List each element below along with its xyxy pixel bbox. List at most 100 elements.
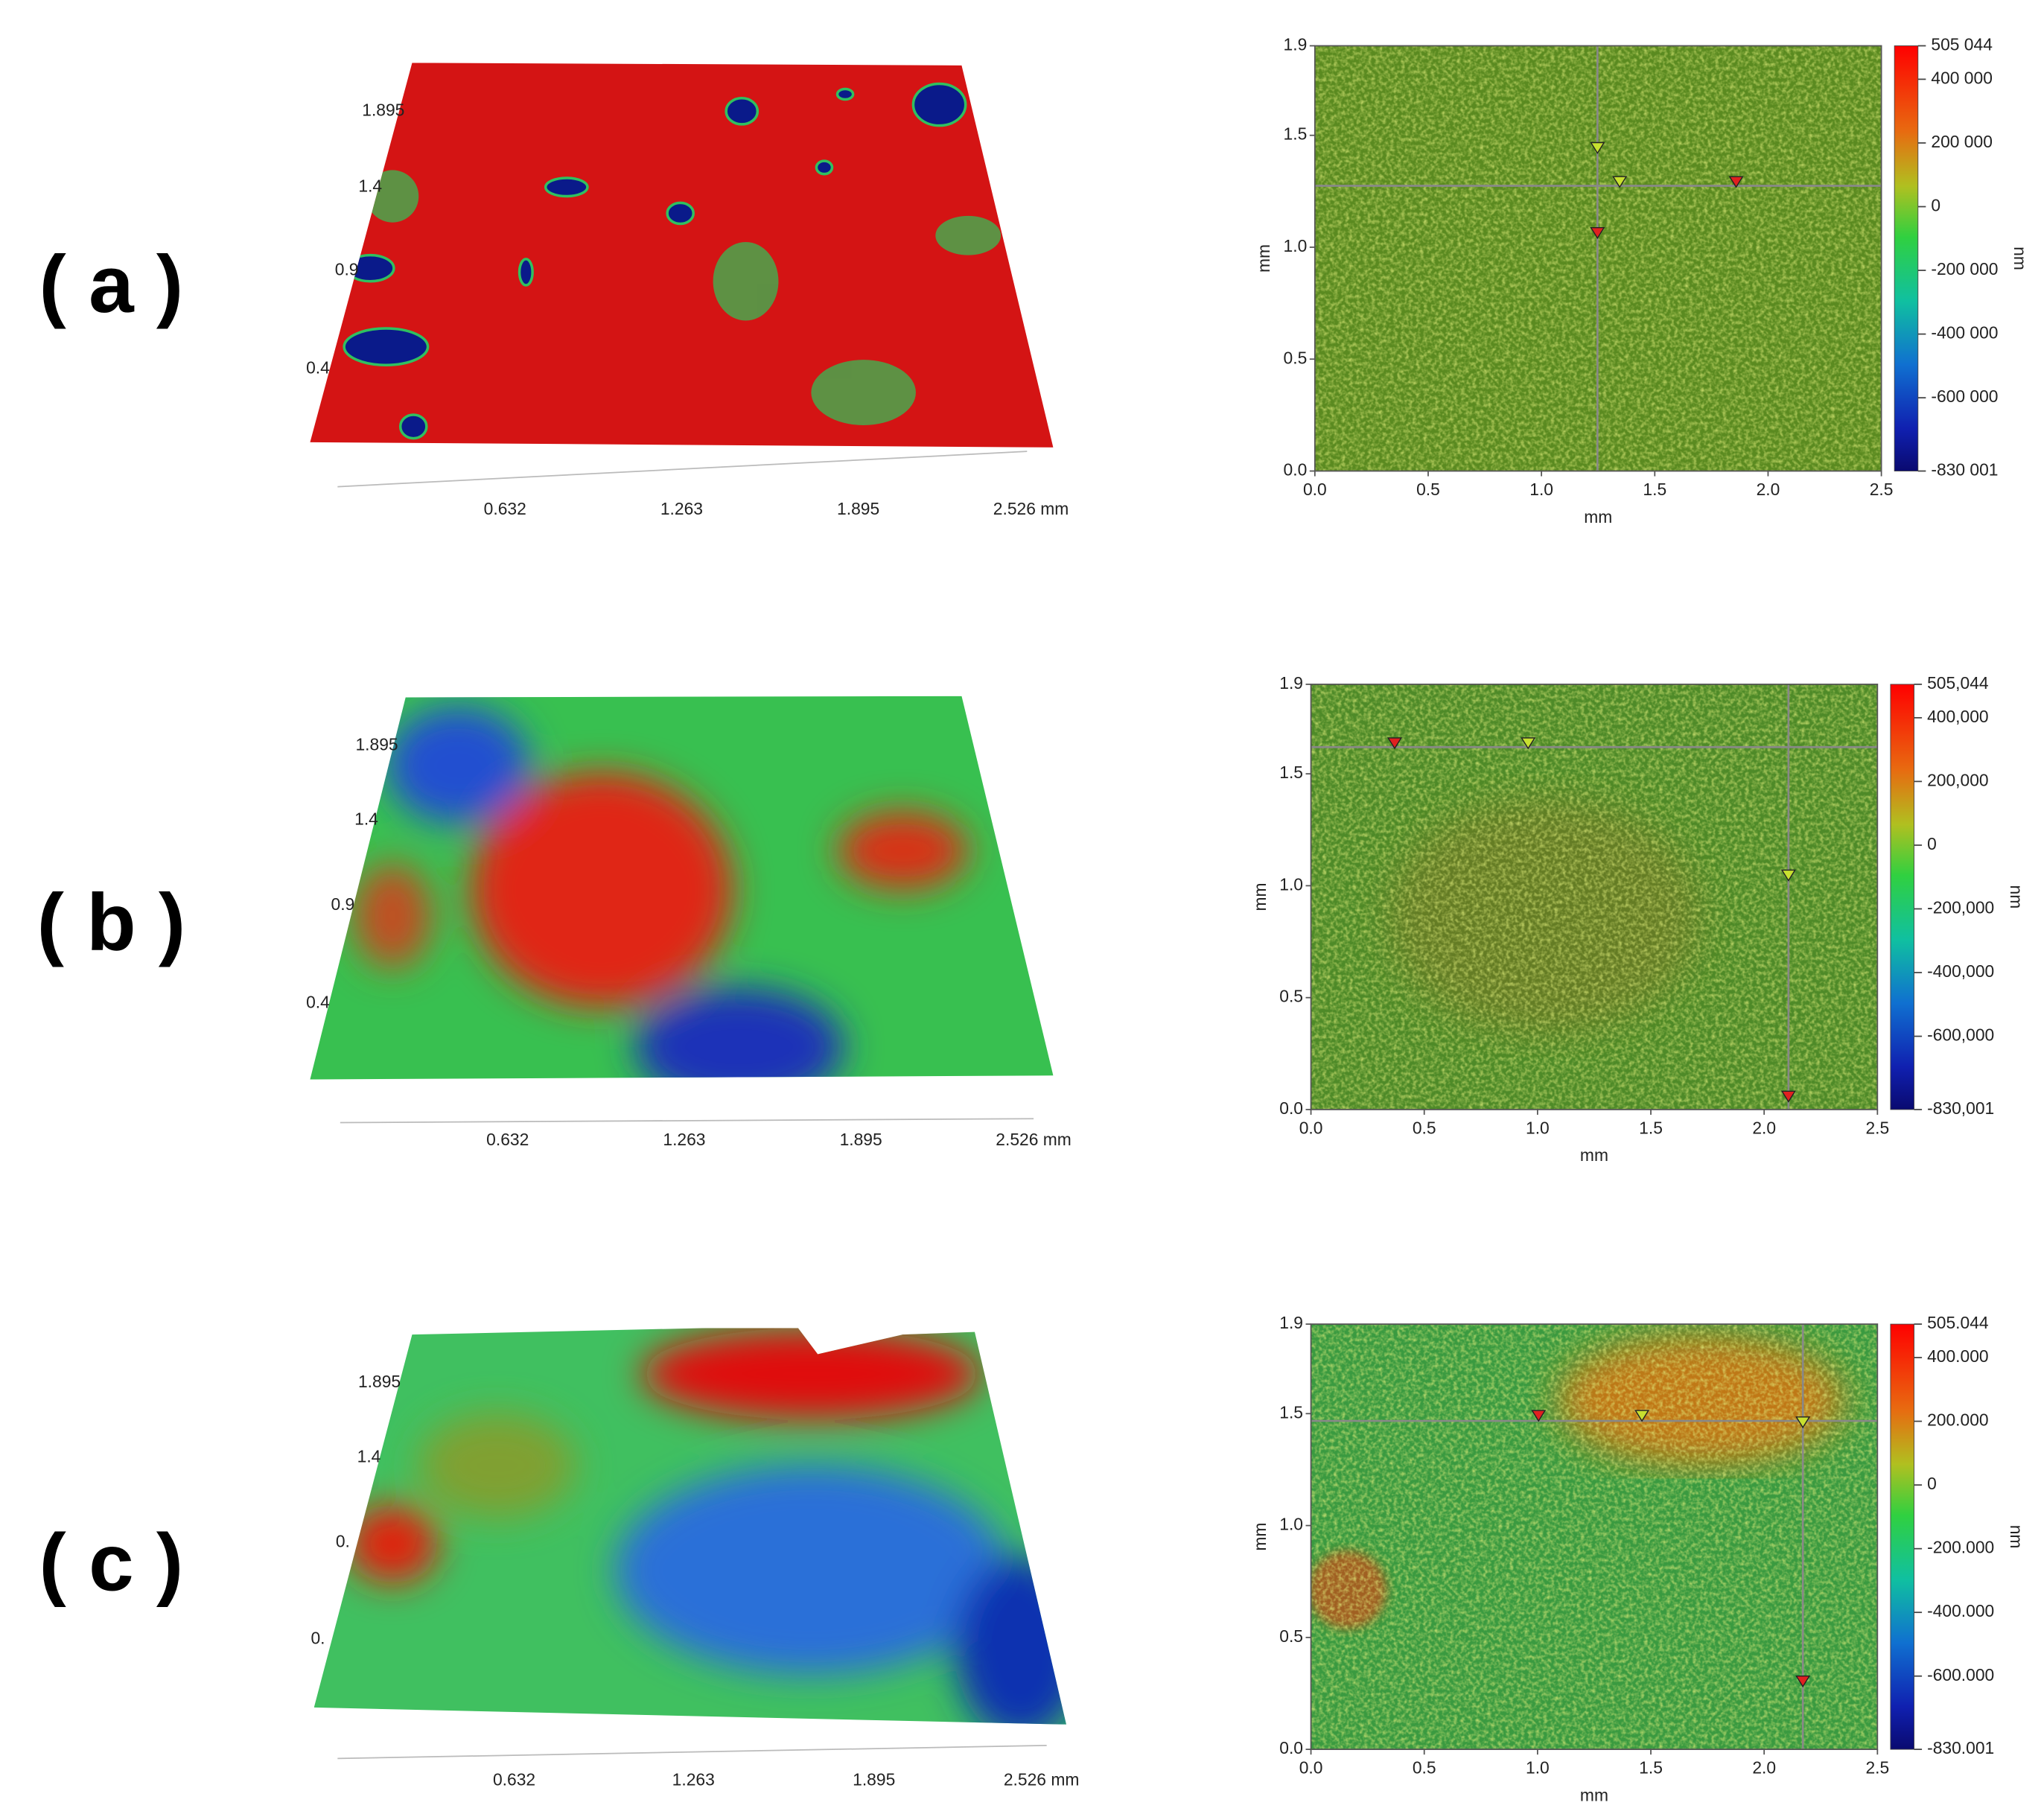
- surface-y-tick: 0.: [311, 1629, 325, 1648]
- surface-y-tick: 1.4: [354, 809, 378, 829]
- surface-x-tick: 0.632: [486, 1130, 529, 1149]
- map-y-tick: 1.5: [1279, 1402, 1303, 1422]
- map-x-tick: 0.0: [1299, 1118, 1323, 1137]
- map-x-tick: 1.0: [1526, 1118, 1550, 1137]
- map-x-tick: 1.5: [1639, 1758, 1663, 1778]
- map-y-tick: 1.9: [1279, 1313, 1303, 1332]
- surface-a: [310, 63, 1054, 448]
- colorbar-label: -830.001: [1927, 1738, 1994, 1757]
- surface-y-tick: 1.895: [362, 100, 404, 119]
- colorbar-label: -830,001: [1927, 1098, 1994, 1118]
- colorbar-label: -600 000: [1931, 386, 1998, 406]
- map-x-label: mm: [1580, 1785, 1608, 1804]
- map-y-tick: 0.0: [1279, 1738, 1303, 1757]
- colorbar-label: 505 044: [1931, 35, 1993, 54]
- floor-grids: [337, 451, 1047, 1760]
- colorbar: [1894, 45, 1919, 471]
- map-x-tick: 1.5: [1643, 480, 1666, 499]
- map-x-tick: 2.0: [1752, 1758, 1776, 1778]
- surface-y-tick: 1.4: [357, 1446, 381, 1466]
- surface-x-tick: 1.263: [672, 1769, 715, 1789]
- colorbar-label: 0: [1927, 1474, 1937, 1493]
- colorbar-label: 0: [1931, 196, 1940, 215]
- surface-x-tick: 0.632: [493, 1769, 535, 1789]
- map-x-tick: 0.0: [1299, 1758, 1323, 1778]
- surface-y-tick: 0.9: [335, 260, 359, 279]
- map-y-tick: 1.0: [1284, 236, 1308, 255]
- panel-label: ( a ): [39, 239, 184, 330]
- panel-label: ( b ): [37, 877, 186, 968]
- map-y-tick: 0.5: [1279, 987, 1303, 1006]
- map-y-tick: 1.0: [1279, 1515, 1303, 1534]
- surface-x-tick: 1.263: [663, 1130, 705, 1149]
- map-y-tick: 0.5: [1284, 348, 1308, 367]
- map-y-label: mm: [1254, 244, 1273, 273]
- panel-label: ( c ): [39, 1517, 184, 1608]
- map-x-tick: 2.5: [1865, 1758, 1889, 1778]
- colorbar: [1890, 1323, 1914, 1750]
- map-x-tick: 0.5: [1413, 1758, 1436, 1778]
- colorbar-label: 505,044: [1927, 673, 1989, 693]
- map-y-tick: 1.9: [1279, 673, 1303, 693]
- colorbar-label: 200,000: [1927, 770, 1989, 789]
- colorbar-label: -400,000: [1927, 961, 1994, 981]
- surface-y-tick: 1.4: [358, 176, 382, 195]
- map-x-tick: 1.0: [1526, 1758, 1550, 1778]
- surface-y-tick: 1.895: [358, 1372, 401, 1391]
- colorbar-label: -600,000: [1927, 1025, 1994, 1045]
- colorbar-label: -830 001: [1931, 460, 1998, 480]
- surface-x-tick: 1.895: [837, 499, 879, 518]
- map-x-label: mm: [1584, 507, 1612, 526]
- markers: [1386, 141, 1811, 1688]
- map-c: [1311, 1324, 1878, 1750]
- colorbar-label: -600.000: [1927, 1665, 1994, 1684]
- map-x-tick: 2.5: [1870, 480, 1894, 499]
- map-x-tick: 0.5: [1416, 480, 1440, 499]
- colorbar-label: -200,000: [1927, 898, 1994, 917]
- map-frame: [1310, 1323, 1879, 1750]
- surface-y-tick: 0.9: [331, 894, 355, 914]
- surface-y-tick: 1.895: [355, 735, 398, 754]
- map-x-tick: 2.0: [1757, 480, 1780, 499]
- surface-y-tick: 0.4: [306, 358, 330, 378]
- map-x-tick: 1.0: [1529, 480, 1553, 499]
- map-b: [1311, 684, 1878, 1110]
- map-a: [1314, 45, 1882, 471]
- surface-b: [310, 696, 1054, 1080]
- map-x-tick: 2.5: [1865, 1118, 1889, 1137]
- map-frame: [1314, 45, 1882, 472]
- colorbar-label: 400 000: [1931, 68, 1993, 87]
- colorbar-label: -200.000: [1927, 1538, 1994, 1557]
- map-y-tick: 1.0: [1279, 874, 1303, 894]
- map-y-tick: 1.9: [1284, 35, 1308, 54]
- colorbar-unit: nm: [2007, 885, 2026, 909]
- map-x-label: mm: [1580, 1145, 1608, 1165]
- surface-x-tick: 1.895: [853, 1769, 895, 1789]
- surface-x-tick: 0.632: [484, 499, 526, 518]
- colorbar-label: 400,000: [1927, 707, 1989, 726]
- surface-x-tick: 1.895: [840, 1130, 882, 1149]
- surface-y-tick: 0.: [336, 1532, 350, 1551]
- surface-y-tick: 0.4: [306, 993, 330, 1012]
- map-y-label: mm: [1250, 1523, 1270, 1551]
- surface-c: [313, 1328, 1066, 1725]
- map-y-tick: 0.5: [1279, 1626, 1303, 1646]
- map-x-tick: 2.0: [1752, 1118, 1776, 1137]
- colorbar-label: 0: [1927, 834, 1937, 853]
- map-y-tick: 1.5: [1284, 124, 1308, 144]
- colorbar-label: 400.000: [1927, 1346, 1989, 1366]
- colorbar: [1890, 684, 1914, 1110]
- colorbar-label: 505.044: [1927, 1313, 1989, 1332]
- surface-x-tick: 2.526 mm: [993, 499, 1069, 518]
- colorbar-label: 200.000: [1927, 1410, 1989, 1430]
- colorbar-unit: nm: [2007, 1525, 2026, 1549]
- colorbar-label: -400.000: [1927, 1601, 1994, 1620]
- map-x-tick: 0.5: [1413, 1118, 1436, 1137]
- map-frame: [1310, 684, 1879, 1110]
- map-y-label: mm: [1250, 882, 1270, 911]
- map-y-tick: 0.0: [1279, 1098, 1303, 1118]
- map-y-tick: 0.0: [1284, 460, 1308, 480]
- surface-x-tick: 2.526 mm: [1004, 1769, 1080, 1789]
